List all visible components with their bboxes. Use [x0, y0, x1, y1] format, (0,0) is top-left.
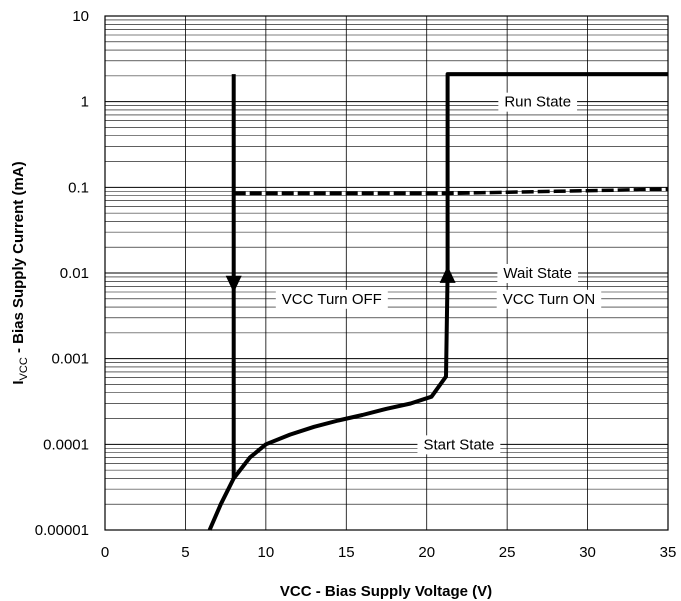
annotation-bg-2	[275, 289, 388, 309]
annotation-label-2: VCC Turn OFF	[282, 291, 382, 308]
y-tick-label-2: 0.001	[51, 351, 89, 368]
y-axis-title-suffix: - Bias Supply Current (mA)	[10, 161, 27, 357]
y-tick-label-1: 0.0001	[43, 436, 89, 453]
annotation-bg-0	[498, 92, 578, 112]
x-tick-label-1: 5	[181, 544, 189, 561]
annotation-label-0: Run State	[504, 94, 571, 111]
y-tick-label-0: 0.00001	[35, 522, 89, 539]
arrowhead-up	[439, 265, 456, 283]
plot-frame	[104, 15, 669, 531]
x-tick-label-6: 30	[579, 544, 596, 561]
series-line-0	[207, 72, 668, 531]
annotation-label-3: VCC Turn ON	[503, 291, 596, 308]
annotation-bg-3	[496, 289, 602, 309]
y-axis-title-prefix: I	[10, 380, 27, 384]
annotation-label-1: Wait State	[503, 265, 572, 282]
annotation-1: Wait State	[497, 264, 579, 283]
annotations: Run State Wait State VCC Turn OFF VCC Turn …	[275, 92, 602, 455]
annotation-2: VCC Turn OFF	[275, 289, 388, 309]
y-tick-label-6: 10	[72, 8, 89, 25]
series-line-2	[233, 187, 669, 196]
annotation-label-4: Start State	[423, 436, 494, 453]
annotation-3: VCC Turn ON	[496, 289, 602, 309]
y-axis-title: IVCC - Bias Supply Current (mA)	[10, 161, 30, 384]
x-tick-label-7: 35	[660, 544, 677, 561]
x-axis-title: VCC - Bias Supply Voltage (V)	[280, 583, 492, 600]
x-tick-label-3: 15	[338, 544, 355, 561]
arrowhead-down	[225, 275, 242, 293]
x-tick-label-4: 20	[418, 544, 435, 561]
y-tick-label-5: 1	[81, 94, 89, 111]
x-tick-label-2: 10	[258, 544, 275, 561]
annotation-0: Run State	[498, 92, 578, 112]
annotation-bg-1	[497, 264, 579, 283]
y-axis-title-subscript: VCC	[18, 357, 30, 380]
y-tick-label-4: 0.1	[68, 179, 89, 196]
tick-labels: 0 5 10 15 20 25 30 35 0.00001 0.0001 0.001 0.01 0.1 1…	[35, 8, 677, 561]
annotation-bg-4	[417, 435, 501, 455]
annotation-4: Start State	[417, 435, 501, 455]
series-group	[207, 72, 669, 531]
x-tick-label-5: 25	[499, 544, 516, 561]
x-tick-label-0: 0	[101, 544, 109, 561]
y-tick-label-3: 0.01	[60, 265, 89, 282]
